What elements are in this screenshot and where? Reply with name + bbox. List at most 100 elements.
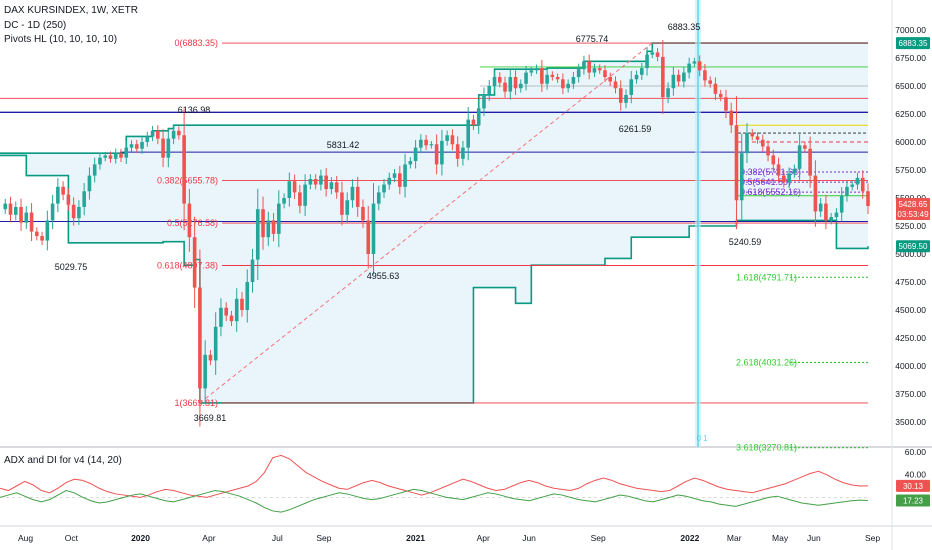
candle-body <box>855 177 860 185</box>
candle-body <box>429 144 434 146</box>
candle-body <box>745 133 749 154</box>
candle-body <box>140 142 144 149</box>
time-axis-tick: Oct <box>65 533 79 543</box>
time-axis-tick: Sep <box>316 533 331 543</box>
price-axis-tick: 3500.00 <box>895 417 926 427</box>
candle-body <box>350 186 355 201</box>
price-axis-tick: 6500.00 <box>895 81 926 91</box>
candle-body <box>408 161 413 165</box>
candle-body <box>298 192 302 206</box>
candle-body <box>271 220 276 234</box>
candle-body <box>650 52 655 55</box>
candle-body <box>513 77 518 89</box>
candle-body <box>755 136 760 140</box>
candle-body <box>229 315 234 322</box>
candle-body <box>71 204 76 219</box>
candle-body <box>113 153 118 159</box>
candle-body <box>219 307 223 327</box>
candle-body <box>224 307 229 316</box>
price-axis-tick: 5250.00 <box>895 221 926 231</box>
candle-body <box>639 68 644 75</box>
candle-body <box>824 203 828 221</box>
candle-body <box>760 139 765 147</box>
candle-body <box>582 61 586 70</box>
candle-body <box>592 68 597 73</box>
candle-body <box>87 175 92 192</box>
badge-last-bg <box>896 197 930 220</box>
time-axis-tick: Jul <box>272 533 283 543</box>
candle-body <box>19 206 23 223</box>
candle-body <box>166 138 171 158</box>
candle-body <box>35 231 39 237</box>
price-axis-tick: 5000.00 <box>895 249 926 259</box>
candle-body <box>503 82 507 92</box>
candle-body <box>245 282 250 310</box>
candle-body <box>750 133 755 137</box>
candle-body <box>729 110 734 126</box>
candle-body <box>587 61 591 73</box>
time-axis-tick: 2020 <box>131 533 150 543</box>
candle-body <box>508 77 513 92</box>
candle-body <box>866 191 870 206</box>
candle-body <box>687 63 691 73</box>
candle-body <box>540 68 544 84</box>
badge-adx-red-bg <box>896 479 930 492</box>
candle-body <box>345 200 349 215</box>
pivot-label: 6136.98 <box>178 105 211 115</box>
candle-body <box>492 77 497 86</box>
candle-body <box>8 203 13 215</box>
time-axis-tick: Jun <box>522 533 536 543</box>
time-axis-tick: May <box>772 533 789 543</box>
candle-body <box>145 136 150 142</box>
candle-body <box>561 79 565 89</box>
fib-trend-line <box>199 42 653 404</box>
candle-body <box>624 94 628 103</box>
candle-body <box>208 354 213 361</box>
candle-body <box>529 70 534 73</box>
badge-top-price-bg <box>896 37 930 50</box>
pivot-label: 6883.35 <box>668 22 701 32</box>
candle-body <box>524 72 528 84</box>
candle-body <box>671 74 676 89</box>
candle-body <box>56 186 60 204</box>
pivot-label: 5831.42 <box>327 140 360 150</box>
candle-body <box>213 326 218 361</box>
fib-level-label: 0.618(4897.38) <box>157 260 218 270</box>
candle-body <box>519 83 523 89</box>
candle-body <box>387 177 392 185</box>
candle-body <box>839 195 844 213</box>
candle-body <box>497 77 502 83</box>
candle-body <box>261 209 265 238</box>
candle-body <box>771 155 776 165</box>
candle-body <box>361 206 365 221</box>
symbol-title: DAX KURSINDEX, 1W, XETR <box>4 5 138 16</box>
fib-small-label: 0.5(5641.50) <box>740 177 791 187</box>
badge-adx-green-bg <box>896 494 930 507</box>
candle-body <box>303 184 307 206</box>
candle-body <box>629 79 634 95</box>
candle-body <box>797 145 802 169</box>
time-axis-tick: 2021 <box>406 533 425 543</box>
candle-body <box>645 54 649 69</box>
candle-body <box>334 182 339 193</box>
price-axis-tick: 6250.00 <box>895 109 926 119</box>
time-axis-tick: Jun <box>807 533 821 543</box>
pivot-label: 6775.74 <box>576 34 609 44</box>
candle-body <box>277 203 281 234</box>
candle-body <box>613 81 618 89</box>
candle-body <box>782 175 786 183</box>
candle-body <box>50 203 55 221</box>
candle-body <box>661 56 665 98</box>
adx-green-line <box>0 488 869 513</box>
fib-small-label: 0.618(5552.16) <box>740 187 801 197</box>
candle-body <box>192 237 197 288</box>
price-axis-tick: 4250.00 <box>895 333 926 343</box>
adx-title: ADX and DI for v4 (14, 20) <box>4 455 122 466</box>
candle-body <box>734 125 739 201</box>
fib-level-label: 0.382(5655.78) <box>157 176 218 186</box>
fib-small-label: 0.382(5731.63) <box>740 167 801 177</box>
badge-last-price: 5428.65 <box>899 200 928 209</box>
candle-body <box>240 298 244 310</box>
time-axis-tick: Sep <box>865 533 880 543</box>
